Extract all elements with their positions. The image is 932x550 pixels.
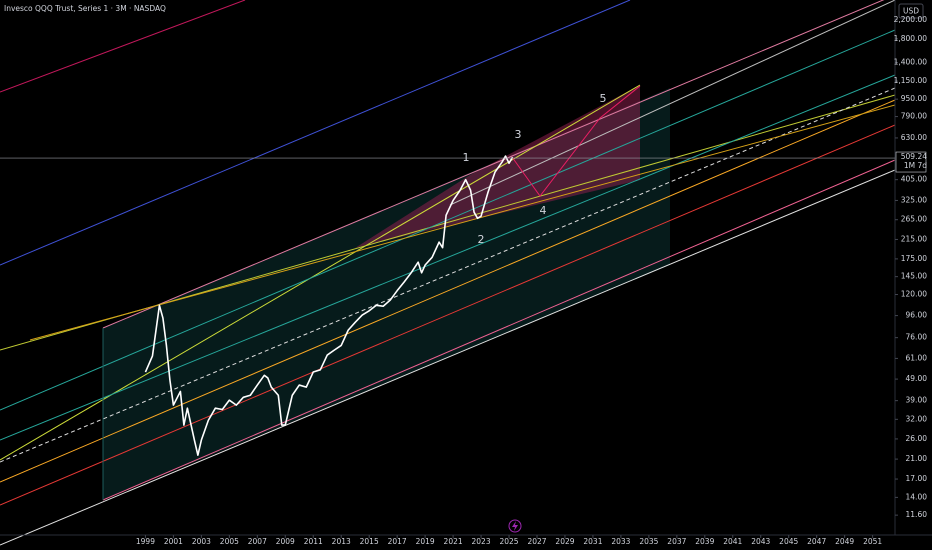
x-tick-label: 2015 bbox=[360, 537, 379, 546]
last-price-label: 509.24 bbox=[901, 152, 927, 161]
y-tick-label: 325.00 bbox=[901, 195, 927, 204]
trend-line bbox=[102, 159, 896, 501]
trend-line bbox=[0, 29, 896, 411]
wave-label: 4 bbox=[540, 204, 547, 217]
y-tick-label: 145.00 bbox=[901, 272, 927, 281]
x-tick-label: 2031 bbox=[583, 537, 602, 546]
currency-button[interactable] bbox=[898, 3, 924, 19]
trend-line bbox=[0, 99, 896, 483]
trend-line bbox=[449, 0, 896, 206]
y-tick-label: 39.00 bbox=[906, 396, 928, 405]
x-tick-label: 2049 bbox=[835, 537, 854, 546]
wave-label: 2 bbox=[478, 233, 485, 246]
y-tick-label: 1,400.00 bbox=[894, 58, 928, 67]
drawings bbox=[0, 0, 896, 546]
trend-line bbox=[102, 0, 885, 329]
x-tick-label: 2009 bbox=[276, 537, 295, 546]
x-tick-label: 2039 bbox=[695, 537, 714, 546]
y-tick-label: 630.00 bbox=[901, 133, 927, 142]
alert-icon[interactable] bbox=[508, 519, 522, 533]
y-tick-label: 2,200.00 bbox=[894, 15, 928, 24]
x-tick-label: 2025 bbox=[499, 537, 518, 546]
countdown-label: 1M 7d bbox=[904, 161, 927, 170]
trend-line bbox=[0, 84, 641, 461]
y-tick-label: 76.00 bbox=[906, 333, 928, 342]
wave-label: 5 bbox=[600, 92, 607, 105]
x-tick-label: 2003 bbox=[192, 537, 211, 546]
wave-label: 1 bbox=[463, 151, 470, 164]
x-tick-label: 2051 bbox=[863, 537, 882, 546]
x-tick-label: 2045 bbox=[779, 537, 798, 546]
x-tick-label: 2041 bbox=[723, 537, 742, 546]
currency-label[interactable]: USD bbox=[903, 7, 919, 16]
trend-curve bbox=[29, 104, 896, 341]
x-tick-label: 2023 bbox=[472, 537, 491, 546]
price-line bbox=[144, 155, 514, 456]
y-tick-label: 950.00 bbox=[901, 94, 927, 103]
projection-wedge bbox=[355, 85, 640, 248]
x-tick-label: 2021 bbox=[444, 537, 463, 546]
y-tick-label: 21.00 bbox=[906, 454, 928, 463]
y-tick-label: 17.00 bbox=[906, 474, 928, 483]
y-tick-label: 1,800.00 bbox=[894, 34, 928, 43]
x-tick-label: 2033 bbox=[611, 537, 630, 546]
y-tick-label: 215.00 bbox=[901, 234, 927, 243]
y-tick-label: 175.00 bbox=[901, 254, 927, 263]
x-tick-label: 2047 bbox=[807, 537, 826, 546]
median-line bbox=[0, 87, 896, 463]
x-tick-label: 2001 bbox=[164, 537, 183, 546]
x-tick-label: 1999 bbox=[136, 537, 155, 546]
x-tick-label: 2013 bbox=[332, 537, 351, 546]
y-tick-label: 11.60 bbox=[906, 510, 928, 519]
x-tick-label: 2029 bbox=[555, 537, 574, 546]
y-tick-label: 26.00 bbox=[906, 434, 928, 443]
y-tick-label: 790.00 bbox=[901, 112, 927, 121]
x-tick-label: 2027 bbox=[527, 537, 546, 546]
trend-line bbox=[0, 74, 896, 441]
y-tick-label: 1,150.00 bbox=[894, 76, 928, 85]
price-axis bbox=[895, 0, 932, 550]
trend-line bbox=[0, 169, 896, 546]
y-tick-label: 120.00 bbox=[901, 290, 927, 299]
y-tick-label: 49.00 bbox=[906, 374, 928, 383]
y-tick-label: 405.00 bbox=[901, 175, 927, 184]
x-tick-label: 2035 bbox=[639, 537, 658, 546]
trend-line bbox=[0, 0, 631, 266]
x-tick-label: 2043 bbox=[751, 537, 770, 546]
chart-title: Invesco QQQ Trust, Series 1 · 3M · NASDA… bbox=[4, 4, 166, 13]
y-tick-label: 14.00 bbox=[906, 492, 928, 501]
x-tick-label: 2019 bbox=[416, 537, 435, 546]
y-tick-label: 61.00 bbox=[906, 353, 928, 362]
x-tick-label: 2011 bbox=[304, 537, 323, 546]
x-tick-label: 2037 bbox=[667, 537, 686, 546]
y-tick-label: 32.00 bbox=[906, 414, 928, 423]
y-tick-label: 265.00 bbox=[901, 215, 927, 224]
x-tick-label: 2007 bbox=[248, 537, 267, 546]
alert-icon-bolt bbox=[512, 521, 518, 531]
last-price-box bbox=[895, 151, 927, 173]
wave-projection bbox=[511, 85, 641, 197]
trend-line bbox=[0, 124, 896, 506]
x-tick-label: 2017 bbox=[388, 537, 407, 546]
y-tick-label: 96.00 bbox=[906, 311, 928, 320]
x-tick-label: 2005 bbox=[220, 537, 239, 546]
wave-label: 3 bbox=[515, 128, 522, 141]
trend-line bbox=[0, 0, 246, 93]
